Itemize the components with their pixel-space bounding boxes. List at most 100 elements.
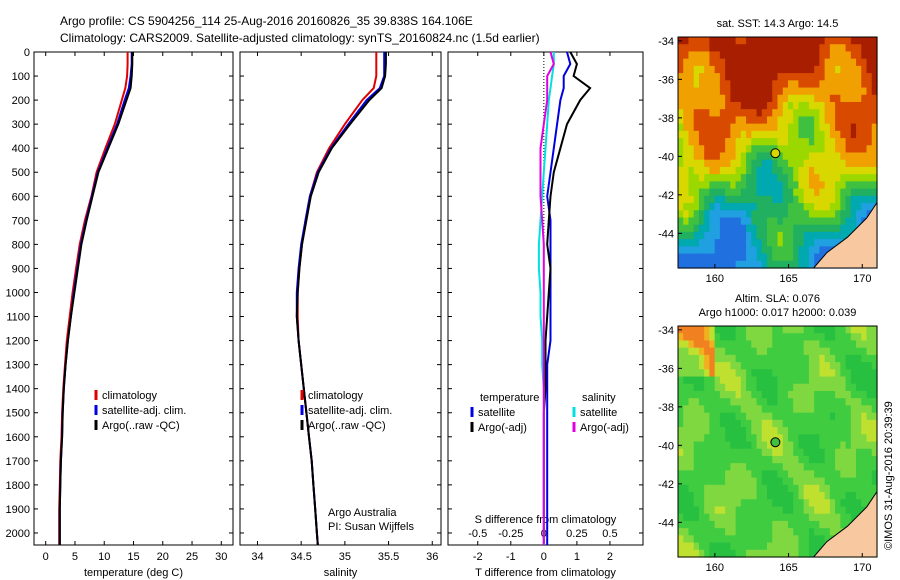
map-cell: [714, 470, 721, 479]
map-cell: [704, 80, 711, 89]
map-cell: [735, 419, 742, 428]
map-cell: [740, 44, 747, 53]
depth-tick-label: 1700: [6, 456, 30, 468]
map-cell: [698, 73, 705, 81]
map-cell: [698, 419, 705, 428]
map-cell: [850, 405, 857, 414]
map-cell: [856, 354, 862, 363]
map-cell: [829, 58, 836, 67]
depth-tick-label: 100: [12, 71, 30, 83]
map-cell: [709, 528, 716, 536]
map-cell: [688, 239, 695, 247]
map-cell: [693, 477, 700, 486]
map-cell: [719, 166, 726, 175]
map-cell: [678, 58, 684, 67]
map-cell: [719, 58, 726, 67]
map-cell: [746, 470, 752, 479]
map-cell: [688, 58, 695, 67]
map-cell: [756, 390, 763, 399]
map-cell: [803, 181, 810, 190]
map-cell: [803, 195, 810, 204]
x-tick-label: -2: [473, 551, 483, 563]
map-cell: [777, 37, 784, 45]
map-cell: [693, 484, 700, 493]
map-cell: [793, 535, 800, 544]
map-cell: [740, 130, 747, 139]
map-cell: [856, 326, 862, 334]
map-cell: [772, 455, 779, 464]
map-cell: [714, 145, 721, 154]
map-cell: [678, 347, 684, 356]
map-cell: [871, 188, 878, 197]
map-cell: [725, 499, 731, 508]
map-cell: [819, 398, 826, 407]
map-cell: [798, 101, 805, 110]
map-cell: [746, 65, 752, 74]
map-cell: [787, 203, 794, 211]
map-cell: [782, 231, 789, 240]
map-cell: [829, 116, 836, 125]
map-cell: [803, 398, 810, 407]
map-cell: [683, 528, 690, 536]
map-cell: [793, 520, 800, 529]
plot-frame: [33, 51, 234, 546]
map-cell: [840, 123, 847, 132]
map-cell: [735, 427, 742, 435]
map-cell: [808, 260, 815, 269]
map-cell: [688, 390, 695, 399]
map-cell: [751, 333, 758, 342]
map-cell: [730, 181, 737, 190]
map-cell: [866, 405, 873, 414]
map-cell: [767, 203, 773, 211]
map-cell: [819, 354, 826, 363]
map-cell: [725, 246, 731, 255]
map-cell: [777, 463, 784, 471]
map-cell: [719, 463, 726, 471]
map-cell: [845, 130, 852, 139]
map-cell: [683, 188, 690, 197]
map-cell: [835, 528, 841, 536]
map-cell: [751, 369, 758, 378]
map-cell: [808, 492, 815, 500]
map-cell: [866, 80, 873, 89]
map-cell: [798, 203, 805, 211]
map-cell: [709, 145, 716, 154]
map-cell: [856, 73, 862, 81]
map-cell: [814, 506, 820, 515]
map-cell: [871, 434, 878, 443]
map-cell: [772, 37, 779, 45]
map-cell: [782, 109, 789, 118]
map-cell: [725, 58, 731, 67]
map-cell: [704, 455, 711, 464]
map-cell: [824, 340, 831, 349]
map-cell: [819, 441, 826, 450]
map-cell: [793, 463, 800, 471]
map-cell: [824, 354, 831, 363]
map-cell: [688, 138, 695, 146]
map-cell: [756, 217, 763, 226]
map-cell: [861, 463, 868, 471]
map-cell: [829, 492, 836, 500]
map-cell: [819, 174, 826, 182]
map-cell: [714, 224, 721, 233]
map-cell: [767, 166, 773, 175]
map-cell: [756, 535, 763, 544]
map-cell: [793, 239, 800, 247]
map-cell: [824, 217, 831, 226]
map-cell: [688, 94, 695, 103]
map-cell: [824, 506, 831, 515]
legend-label: Argo(-adj): [580, 422, 629, 434]
map-cell: [751, 340, 758, 349]
map-cell: [814, 369, 820, 378]
map-cell: [683, 217, 690, 226]
map-cell: [808, 470, 815, 479]
map-cell: [808, 123, 815, 132]
map-cell: [740, 253, 747, 262]
lat-tick-label: -44: [658, 517, 674, 529]
x-tick-label: 0: [43, 551, 49, 563]
map-cell: [698, 484, 705, 493]
map-cell: [746, 44, 752, 53]
map-cell: [751, 94, 758, 103]
map-cell: [782, 152, 789, 161]
map-cell: [735, 231, 742, 240]
